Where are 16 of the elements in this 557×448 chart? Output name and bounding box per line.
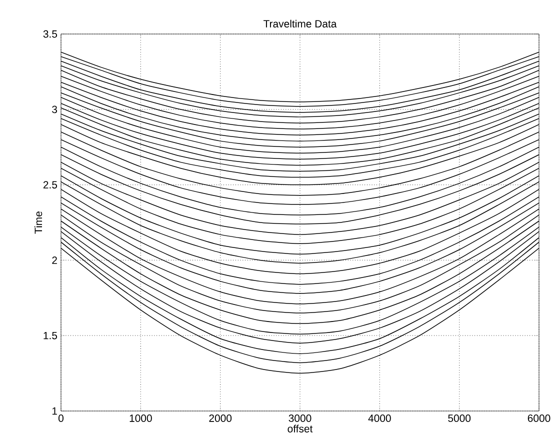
x-tick-label: 1000 [130, 414, 152, 422]
x-tick-label: 6000 [528, 414, 550, 422]
x-tick-label: 5000 [448, 414, 471, 422]
x-tick-label: 2000 [209, 414, 232, 422]
y-tick-label: 3.5 [43, 30, 58, 38]
x-tick-label: 0 [58, 414, 64, 422]
x-tick-label: 4000 [368, 414, 391, 422]
y-tick-label: 3 [52, 106, 58, 114]
y-axis-title: Time [34, 212, 42, 234]
x-tick-label: 3000 [288, 414, 312, 422]
y-tick-label: 2 [52, 256, 57, 264]
y-tick-label: 1 [52, 407, 57, 415]
chart-title: Traveltime Data [264, 20, 337, 28]
x-axis-title: offset [288, 424, 313, 432]
y-tick-label: 1.5 [44, 332, 58, 340]
y-tick-label: 2.5 [43, 181, 58, 189]
